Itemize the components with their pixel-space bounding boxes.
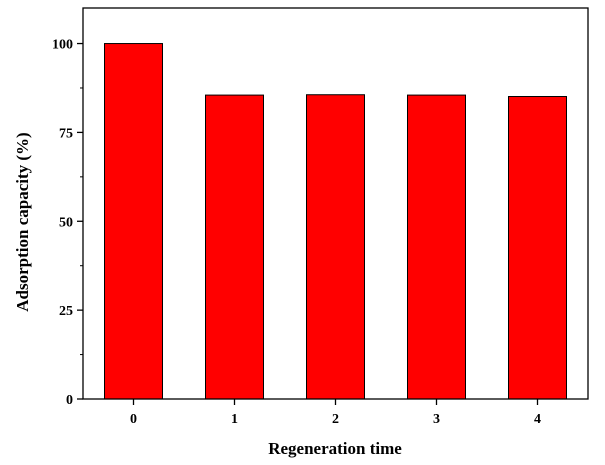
y-tick-label: 0 <box>66 393 73 408</box>
x-axis-title: Regeneration time <box>268 439 402 458</box>
bar-3 <box>407 94 466 400</box>
y-tick-label: 75 <box>59 126 73 141</box>
bar-2 <box>306 94 365 400</box>
y-tick-label: 25 <box>59 304 73 319</box>
x-tick-label: 3 <box>433 412 440 427</box>
x-tick-label: 2 <box>332 412 339 427</box>
bar-4 <box>508 96 567 400</box>
x-axis: 0 1 2 3 4 <box>130 399 541 427</box>
y-axis: 0 25 50 75 100 <box>52 38 83 408</box>
y-tick-label: 100 <box>52 38 73 53</box>
bars-group <box>104 43 567 400</box>
x-tick-label: 1 <box>231 412 238 427</box>
bar-1 <box>205 94 264 400</box>
x-tick-label: 4 <box>534 412 541 427</box>
y-tick-label: 50 <box>59 215 73 230</box>
x-tick-label: 0 <box>130 412 137 427</box>
y-axis-title: Adsorption capacity (%) <box>13 132 32 311</box>
bar-0 <box>104 43 163 400</box>
